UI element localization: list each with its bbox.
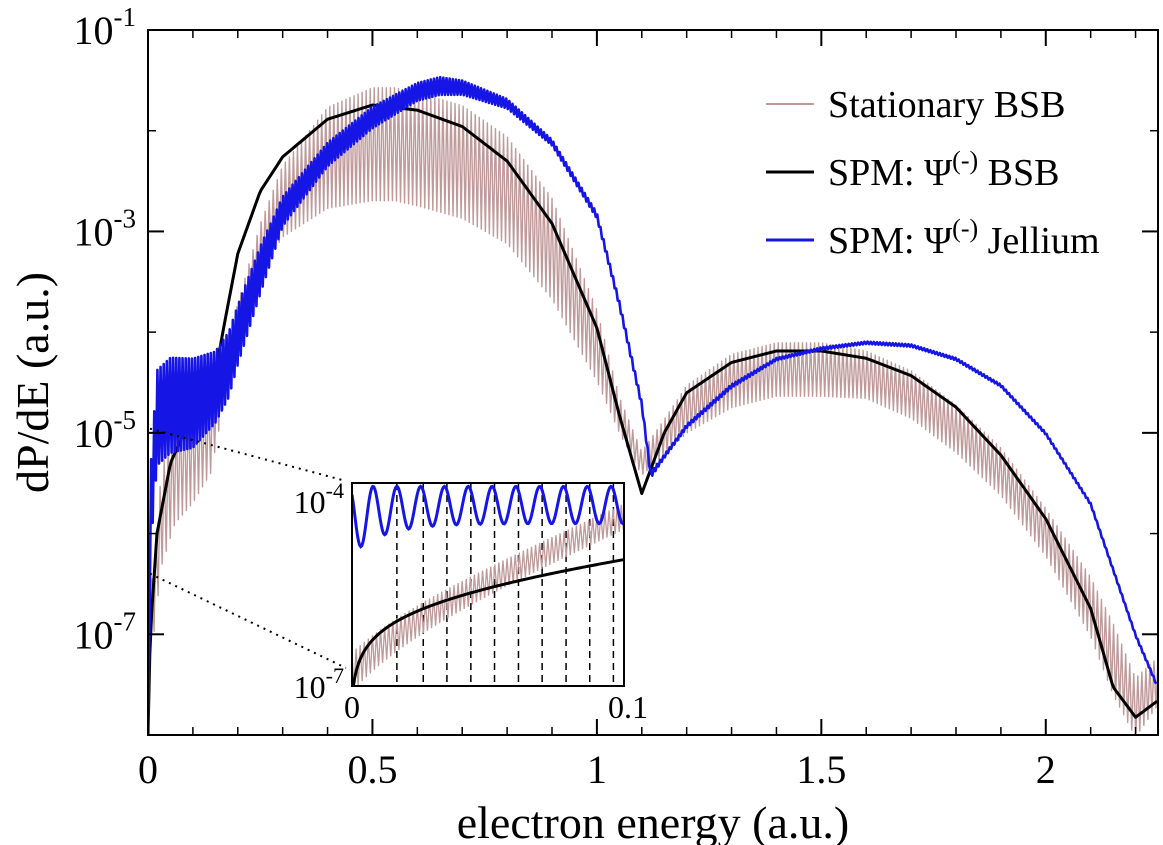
x-tick-label: 0 [138,747,158,792]
series-stationary-bsb [148,87,1158,735]
y-tick-base: 10 [74,411,114,456]
legend-label-prefix: SPM: Ψ [828,220,952,262]
series-group [148,75,1158,735]
legend-label: Stationary BSB [828,84,1066,126]
legend-label-prefix: Stationary BSB [828,84,1066,126]
inset-series-spm-jellium [352,484,624,549]
inset-y-tick-label: 10-7 [294,663,344,705]
legend-label-suffix: Jellium [978,220,1099,262]
series-spm-bsb [148,103,1158,735]
y-tick-label: 10-7 [74,606,137,657]
x-tick-label: 2 [1036,747,1056,792]
inset-x-tick-label: 0 [344,689,360,725]
inset-x-tick-label: 0.1 [608,689,648,725]
x-tick-label: 0.5 [347,747,397,792]
y-axis-title: dP/dE (a.u.) [7,272,58,493]
y-tick-base: 10 [74,612,114,657]
legend-label: SPM: Ψ(-) Jellium [828,214,1100,262]
x-axis-title: electron energy (a.u.) [457,797,850,845]
y-tick-label: 10-3 [74,203,137,254]
inset-y-tick-label: 10-4 [294,478,344,520]
inset-y-tick-base: 10 [294,484,326,520]
plot-frame [147,29,1159,736]
zoom-connector-top [149,427,347,482]
inset-series-group [352,483,624,686]
legend-label-sup: (-) [952,146,978,175]
y-tick-label: 10-5 [74,405,137,456]
zoom-connector-bottom [149,572,347,669]
series-spm-jellium [148,75,1158,730]
y-tick-exp: -3 [114,203,137,233]
legend-label-suffix: BSB [978,152,1059,194]
inset: 10-410-70 0.1 [294,478,648,725]
inset-series-stationary-bsb [352,504,624,686]
x-tick-label: 1.5 [796,747,846,792]
inset-y-tick-exp: -4 [326,478,344,503]
inset-frame [351,482,625,687]
legend-label-sup: (-) [952,214,978,243]
x-tick-label: 1 [587,747,607,792]
y-tick-label: 10-1 [74,2,137,53]
inset-y-tick-exp: -7 [326,663,344,688]
legend-label-prefix: SPM: Ψ [828,152,952,194]
inset-series-spm-bsb [352,558,624,686]
inset-y-tick-base: 10 [294,669,326,705]
y-tick-exp: -7 [114,606,137,636]
y-tick-base: 10 [74,8,114,53]
legend-label: SPM: Ψ(-) BSB [828,146,1059,194]
y-tick-exp: -5 [114,405,137,435]
y-tick-base: 10 [74,209,114,254]
y-tick-exp: -1 [114,2,137,32]
